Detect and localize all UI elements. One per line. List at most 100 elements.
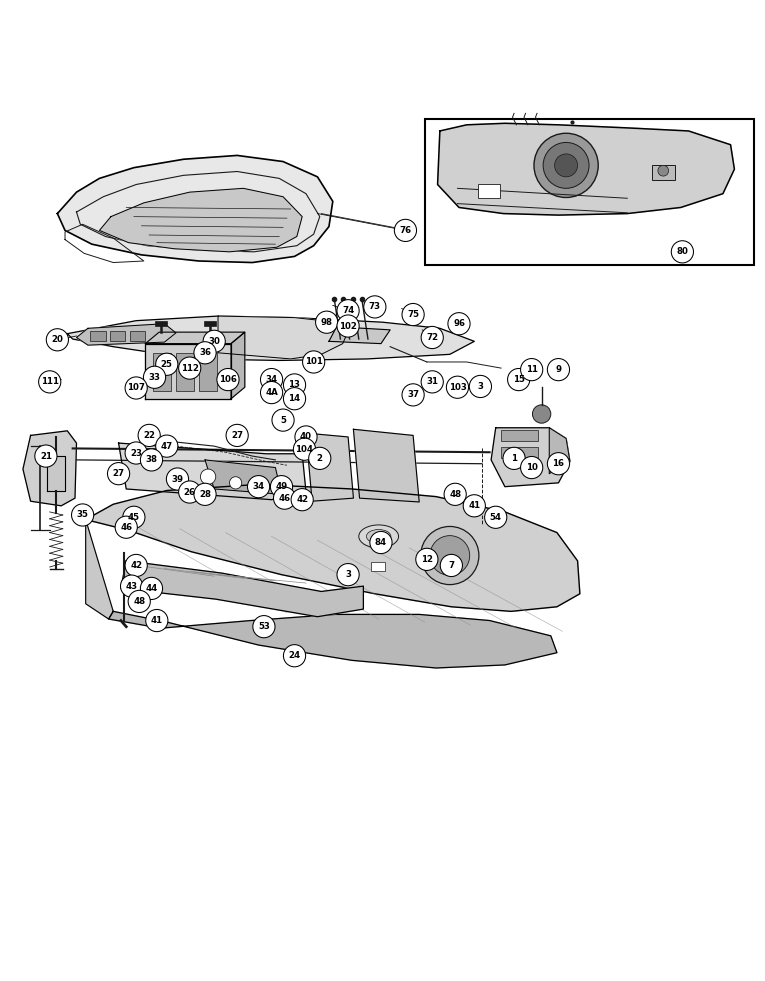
Circle shape [252, 616, 275, 638]
Text: 96: 96 [453, 319, 465, 329]
Circle shape [120, 575, 142, 597]
Text: 12: 12 [421, 555, 433, 564]
Polygon shape [145, 343, 231, 398]
Ellipse shape [366, 530, 391, 543]
Text: 10: 10 [526, 463, 538, 472]
Polygon shape [438, 124, 734, 215]
Circle shape [421, 371, 443, 393]
Circle shape [283, 645, 306, 667]
Text: 102: 102 [339, 322, 357, 331]
Text: 49: 49 [275, 483, 288, 491]
Text: 23: 23 [130, 448, 142, 457]
Polygon shape [23, 431, 76, 506]
Circle shape [369, 532, 392, 553]
Bar [652, 165, 675, 180]
Bar [204, 322, 216, 326]
Circle shape [203, 331, 225, 352]
Text: 22: 22 [143, 431, 155, 439]
Circle shape [446, 376, 468, 398]
Circle shape [430, 536, 470, 576]
Circle shape [107, 463, 130, 485]
Circle shape [283, 374, 306, 396]
Circle shape [672, 240, 693, 263]
Text: 14: 14 [288, 394, 301, 403]
Bar [371, 562, 385, 571]
Text: 5: 5 [280, 416, 286, 425]
Circle shape [226, 425, 248, 446]
Circle shape [421, 527, 479, 585]
Text: 24: 24 [288, 651, 301, 660]
Polygon shape [76, 324, 176, 345]
Circle shape [485, 506, 506, 529]
Circle shape [508, 369, 529, 390]
Circle shape [217, 369, 239, 390]
Polygon shape [145, 333, 245, 343]
Text: 1: 1 [511, 454, 517, 463]
Text: 54: 54 [490, 513, 502, 522]
Text: 36: 36 [199, 348, 211, 357]
Text: 30: 30 [208, 336, 220, 346]
Text: 15: 15 [513, 375, 525, 385]
Text: 34: 34 [265, 375, 278, 385]
Text: 33: 33 [148, 373, 161, 382]
Bar [501, 430, 538, 440]
Polygon shape [306, 434, 353, 501]
Text: 98: 98 [321, 318, 333, 327]
Text: 28: 28 [199, 490, 211, 498]
Text: 53: 53 [258, 622, 270, 631]
Circle shape [440, 554, 462, 577]
Text: 104: 104 [295, 444, 314, 453]
Circle shape [194, 484, 216, 505]
Text: 106: 106 [219, 375, 237, 385]
Text: 42: 42 [130, 561, 142, 570]
Text: 27: 27 [112, 469, 125, 478]
Text: 39: 39 [171, 475, 184, 484]
Circle shape [272, 409, 294, 432]
Circle shape [402, 384, 424, 406]
Text: 112: 112 [181, 364, 199, 373]
Bar [90, 332, 106, 340]
Text: 72: 72 [426, 333, 438, 342]
Text: 4A: 4A [265, 388, 278, 397]
Text: 46: 46 [120, 523, 132, 532]
Circle shape [363, 296, 386, 318]
Circle shape [520, 456, 542, 479]
Circle shape [421, 327, 443, 348]
Text: 3: 3 [477, 382, 483, 391]
Circle shape [295, 426, 317, 448]
Bar [176, 353, 194, 391]
Circle shape [156, 353, 177, 376]
Text: 48: 48 [449, 490, 461, 498]
Text: 75: 75 [407, 310, 419, 319]
Text: 46: 46 [278, 493, 291, 502]
Polygon shape [329, 327, 390, 343]
Circle shape [116, 516, 138, 539]
Circle shape [658, 166, 669, 176]
Polygon shape [86, 485, 580, 611]
Text: 42: 42 [296, 495, 308, 504]
Text: 45: 45 [128, 513, 140, 522]
Text: 74: 74 [342, 306, 354, 315]
Bar [501, 447, 538, 457]
Polygon shape [119, 443, 306, 499]
Circle shape [534, 133, 598, 197]
Text: 47: 47 [161, 441, 173, 450]
Circle shape [141, 448, 162, 471]
Circle shape [200, 469, 216, 485]
Circle shape [260, 369, 283, 390]
Text: 84: 84 [375, 538, 387, 547]
Bar [199, 353, 217, 391]
Circle shape [128, 591, 150, 612]
Circle shape [463, 494, 486, 517]
Circle shape [547, 452, 569, 475]
Polygon shape [491, 428, 570, 487]
Circle shape [260, 382, 283, 403]
Text: 37: 37 [407, 390, 419, 399]
Text: 16: 16 [552, 459, 565, 468]
Circle shape [138, 425, 161, 446]
Circle shape [315, 311, 337, 334]
Polygon shape [57, 155, 333, 263]
Circle shape [308, 447, 330, 470]
Text: 21: 21 [40, 451, 52, 460]
Bar [130, 332, 145, 340]
